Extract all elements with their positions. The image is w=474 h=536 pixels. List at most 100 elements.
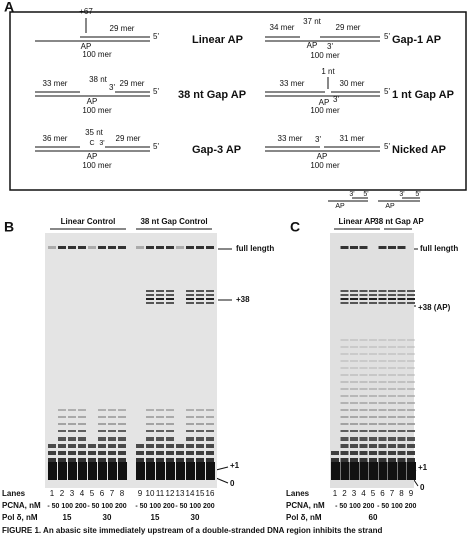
marker-label: +38 (AP) (418, 303, 451, 312)
construct-name: 1 nt Gap AP (392, 89, 454, 101)
band (369, 346, 377, 348)
band (196, 437, 204, 441)
strand-label: 5' (153, 142, 159, 151)
pol-value: 15 (151, 513, 160, 522)
lane-number: 10 (146, 489, 155, 498)
band (397, 423, 406, 425)
band (68, 444, 76, 448)
strand-label: 3' (99, 140, 104, 147)
band (388, 395, 396, 397)
band (378, 302, 387, 304)
band (196, 302, 204, 304)
band (388, 294, 396, 296)
band (340, 451, 349, 455)
band (388, 423, 396, 425)
panel-label: B (4, 219, 14, 235)
band (340, 367, 349, 369)
strand-label: 3' (327, 42, 333, 51)
band (108, 409, 116, 411)
band (331, 451, 339, 455)
band (98, 458, 106, 462)
key-label: AP (335, 203, 345, 210)
band (340, 409, 349, 411)
band (378, 374, 387, 376)
band (108, 462, 117, 480)
band (166, 462, 175, 480)
band (359, 437, 368, 441)
band (359, 430, 368, 432)
band (378, 444, 387, 448)
marker-label: 0 (420, 483, 425, 492)
band (176, 246, 184, 249)
band (397, 430, 406, 432)
band (388, 302, 396, 304)
band (407, 339, 415, 341)
lane-number: 4 (80, 489, 85, 498)
band (397, 416, 406, 418)
band (98, 444, 106, 448)
row-label: Pol δ, nM (2, 513, 38, 522)
band (156, 423, 164, 425)
lane-number: 7 (110, 489, 115, 498)
band (78, 451, 86, 455)
strand-label: 100 mer (310, 51, 340, 60)
band (48, 451, 56, 455)
pcna-values: - 50 100 200 (135, 503, 174, 510)
construct-name: Nicked AP (392, 144, 446, 156)
band (369, 416, 377, 418)
band (369, 462, 378, 480)
lane-number: 3 (70, 489, 75, 498)
band (378, 402, 387, 404)
band (407, 298, 415, 300)
strand-label: AP (87, 97, 98, 106)
lane-number: 2 (60, 489, 65, 498)
band (58, 458, 66, 462)
band (78, 437, 86, 441)
band (388, 290, 396, 292)
lane-number: 6 (380, 489, 385, 498)
band (369, 402, 377, 404)
lane-number: 7 (390, 489, 395, 498)
lane-number: 11 (156, 489, 165, 498)
strand-label: 100 mer (82, 106, 112, 115)
band (340, 346, 349, 348)
band (186, 294, 194, 296)
strand-label: 5' (153, 32, 159, 41)
band (108, 451, 116, 455)
lane-number: 4 (361, 489, 366, 498)
band (146, 458, 154, 462)
band (407, 388, 415, 390)
band (196, 294, 204, 296)
band (68, 451, 76, 455)
band (98, 416, 106, 418)
band (146, 430, 154, 432)
strand-label: 29 mer (110, 24, 135, 33)
band (196, 430, 204, 432)
strand-label: AP (307, 41, 318, 50)
lane-number: 16 (206, 489, 215, 498)
band (359, 416, 368, 418)
strand-label: 37 nt (303, 17, 322, 26)
band (156, 458, 164, 462)
band (118, 423, 126, 425)
band (407, 402, 415, 404)
band (58, 246, 66, 249)
band (156, 246, 164, 249)
strand-label: 34 mer (270, 23, 295, 32)
band (378, 430, 387, 432)
band (388, 360, 396, 362)
band (340, 430, 349, 432)
row-label: Pol δ, nM (286, 513, 322, 522)
band (397, 402, 406, 404)
band (407, 458, 415, 462)
band (388, 416, 396, 418)
band (108, 246, 116, 249)
lane-number: 8 (399, 489, 404, 498)
band (196, 423, 204, 425)
band (388, 462, 397, 480)
band (78, 409, 86, 411)
band (340, 374, 349, 376)
panel-label: A (4, 0, 14, 15)
marker-label: +1 (230, 461, 240, 470)
band (359, 298, 368, 300)
